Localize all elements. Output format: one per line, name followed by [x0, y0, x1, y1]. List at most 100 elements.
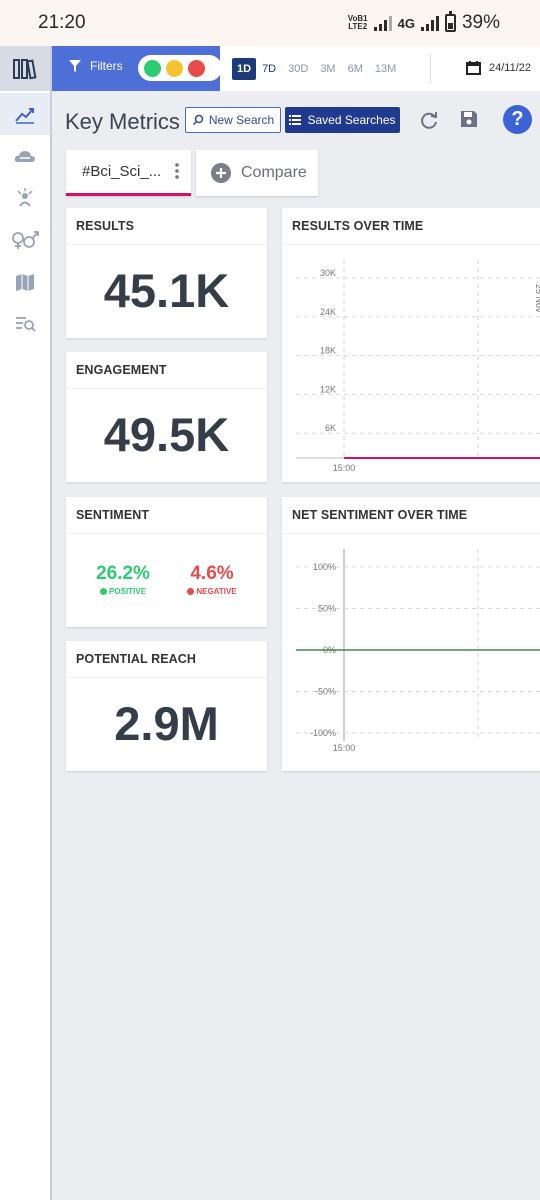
results-value: 45.1K	[103, 264, 230, 317]
reach-card: POTENTIAL REACH 2.9M	[66, 641, 267, 771]
active-tab-underline	[66, 193, 191, 196]
signal-icon-2	[420, 15, 439, 31]
x-tick-label: 15:00	[333, 743, 356, 753]
y-tick-label: 50%	[318, 604, 336, 614]
positive-face-icon	[100, 588, 108, 595]
positive-value: 26.2%	[96, 563, 150, 584]
positive-label: POSITIVE	[109, 587, 146, 596]
nav-topics[interactable]	[0, 135, 50, 177]
range-option[interactable]: 3M	[320, 62, 336, 75]
save-icon[interactable]	[459, 109, 479, 129]
saved-searches-button[interactable]: Saved Searches	[285, 107, 400, 133]
top-toolbar: Filters 1D 7D 30D 3M 6M 13M 24/11/22	[52, 46, 540, 91]
search-tab-label: #Bci_Sci_...	[82, 163, 162, 180]
nav-search-list[interactable]	[0, 303, 50, 345]
new-search-button[interactable]: New Search	[185, 107, 281, 133]
battery-percent: 39%	[461, 12, 500, 33]
engagement-title: ENGAGEMENT	[76, 363, 167, 377]
help-icon[interactable]: ?	[503, 105, 532, 134]
refresh-icon[interactable]	[418, 109, 440, 131]
reach-title: POTENTIAL REACH	[76, 652, 197, 666]
filter-icon	[69, 60, 81, 72]
results-over-time-card: RESULTS OVER TIME 30K 24K 18K 12K 6K 15:00 25 …	[282, 208, 540, 482]
more-options-icon[interactable]	[175, 162, 179, 180]
sentiment-filter[interactable]	[138, 55, 222, 81]
y-tick-label: 30K	[320, 268, 336, 278]
net-sentiment-card: NET SENTIMENT OVER TIME 100% 50% 0% -50% -10…	[282, 497, 540, 771]
range-option[interactable]: 6M	[347, 62, 363, 75]
x-tick-label: 15:00	[333, 463, 356, 473]
negative-face-icon	[188, 59, 205, 77]
range-option[interactable]: 1D	[232, 57, 257, 80]
volte-line-2: LTE2	[348, 22, 368, 31]
list-icon	[289, 115, 302, 125]
sentiment-chart: 100%50%0%-50%-100%15:00	[296, 549, 540, 753]
y-tick-label: 6K	[325, 423, 336, 433]
results-chart-title: RESULTS OVER TIME	[292, 219, 424, 233]
filters-button[interactable]: Filters	[68, 59, 123, 73]
status-indicators: VoB1 LTE2 4G 39%	[348, 10, 500, 36]
volte-line-1: VoB1	[347, 14, 368, 23]
y-tick-label: -100%	[310, 728, 336, 738]
compare-label: Compare	[241, 164, 307, 181]
nav-trend[interactable]	[0, 93, 50, 135]
range-option[interactable]: 13M	[374, 62, 397, 75]
list-search-icon	[16, 317, 36, 332]
battery-icon	[444, 11, 456, 32]
date-marker-label: 25 Nov	[534, 284, 540, 313]
page-title: Key Metrics	[65, 109, 180, 134]
search-icon	[192, 114, 204, 126]
date-picker[interactable]: 24/11/22	[466, 60, 531, 75]
sentiment-card: SENTIMENT 26.2% POSITIVE 4.6% NEGATIVE	[66, 497, 267, 627]
filters-label: Filters	[90, 59, 123, 73]
dashboards-icon	[13, 58, 37, 79]
calendar-icon	[466, 61, 481, 75]
search-tab[interactable]: #Bci_Sci_...	[66, 150, 191, 196]
engagement-card: ENGAGEMENT 49.5K	[66, 352, 267, 482]
compare-button[interactable]: Compare	[196, 150, 318, 196]
positive-block: 26.2% POSITIVE	[88, 563, 158, 596]
engagement-value: 49.5K	[103, 408, 230, 461]
volte-indicator: VoB1 LTE2	[348, 15, 368, 31]
date-text: 24/11/22	[489, 61, 532, 74]
negative-label-row: NEGATIVE	[178, 587, 246, 596]
negative-block: 4.6% NEGATIVE	[178, 563, 246, 596]
range-option[interactable]: 7D	[262, 62, 277, 75]
results-chart: 30K 24K 18K 12K 6K 15:00 25 Nov	[296, 260, 540, 473]
status-time: 21:20	[38, 12, 86, 33]
positive-face-icon	[144, 59, 161, 77]
range-option[interactable]: 30D	[288, 62, 309, 75]
results-title: RESULTS	[76, 219, 135, 233]
nav-influencers[interactable]	[0, 177, 50, 219]
dashboards-button[interactable]	[0, 46, 50, 91]
toolbar-divider	[430, 54, 431, 84]
left-nav	[0, 46, 52, 1200]
negative-value: 4.6%	[190, 563, 234, 584]
negative-label: NEGATIVE	[196, 587, 237, 596]
reach-value: 2.9M	[114, 697, 219, 750]
trend-icon	[15, 108, 34, 124]
y-tick-label: 12K	[320, 384, 336, 394]
plus-circle-icon	[211, 163, 231, 183]
negative-face-icon	[187, 588, 195, 595]
positive-label-row: POSITIVE	[88, 587, 158, 596]
nav-demographics[interactable]	[0, 219, 50, 261]
gender-icon	[12, 231, 39, 249]
influencer-icon	[17, 188, 33, 207]
neutral-face-icon	[166, 59, 183, 77]
results-card: RESULTS 45.1K	[66, 208, 267, 338]
signal-icon	[373, 15, 392, 31]
y-tick-label: 18K	[320, 346, 336, 356]
cloud-topics-icon	[14, 151, 36, 162]
sentiment-chart-title: NET SENTIMENT OVER TIME	[292, 508, 468, 522]
y-tick-label: -50%	[315, 687, 336, 697]
saved-searches-label: Saved Searches	[307, 113, 396, 127]
network-type: 4G	[397, 15, 415, 31]
nav-map[interactable]	[0, 261, 50, 303]
status-bar: 21:20 VoB1 LTE2 4G 39%	[0, 0, 540, 46]
sentiment-title: SENTIMENT	[76, 508, 150, 522]
y-tick-label: 24K	[320, 307, 336, 317]
y-tick-label: 100%	[313, 562, 336, 572]
new-search-label: New Search	[208, 113, 275, 127]
